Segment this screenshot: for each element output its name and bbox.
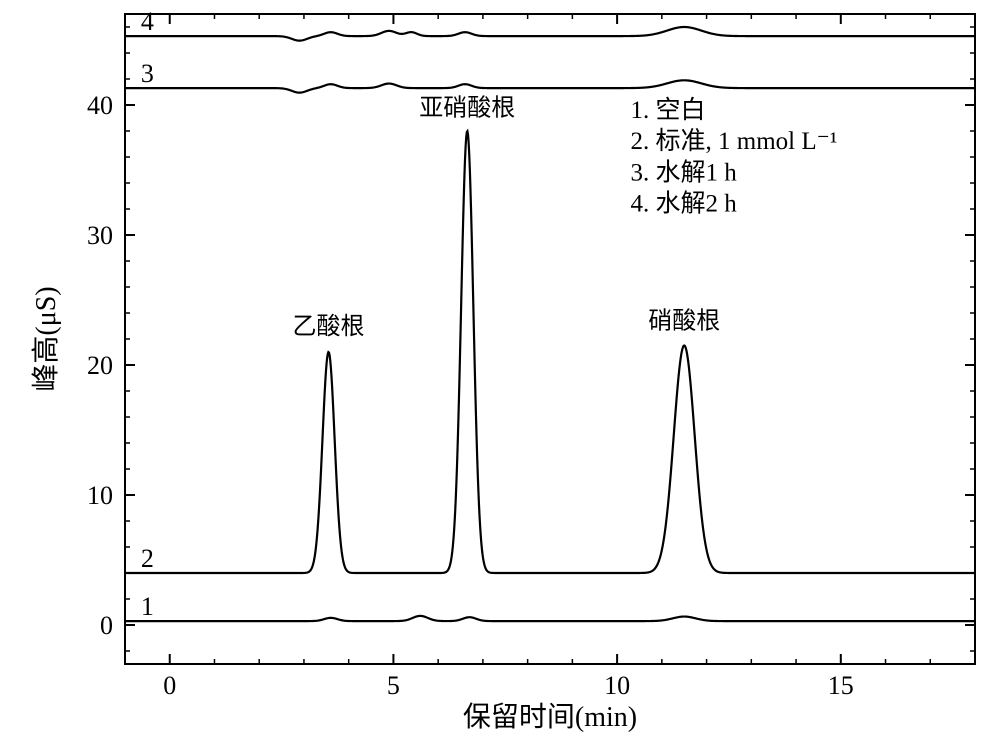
- x-tick-label: 10: [604, 671, 630, 700]
- peak-label: 乙酸根: [293, 313, 365, 340]
- legend-item: 1. 空白: [631, 96, 706, 124]
- legend-item: 3. 水解1 h: [631, 158, 738, 186]
- x-tick-label: 15: [828, 671, 854, 700]
- y-axis-label: 峰高(μS): [30, 286, 62, 391]
- y-tick-label: 20: [87, 351, 113, 380]
- y-tick-label: 30: [87, 221, 113, 250]
- chart-svg: 0 5 10 15 0 10 20 30 40 保留时间(min) 峰高(μS) 1 2 3 4 乙酸根 亚硝酸…: [0, 0, 1000, 739]
- peak-label: 亚硝酸根: [419, 94, 515, 121]
- y-tick-label: 0: [100, 611, 113, 640]
- trace-index-label: 2: [141, 544, 154, 573]
- x-tick-label: 5: [387, 671, 400, 700]
- y-tick-label: 10: [87, 481, 113, 510]
- peak-label: 硝酸根: [648, 308, 720, 335]
- trace-index-label: 1: [141, 592, 154, 621]
- legend-item: 4. 水解2 h: [631, 190, 738, 218]
- trace-index-label: 3: [141, 59, 154, 88]
- x-axis-label: 保留时间(min): [463, 701, 637, 733]
- x-tick-label: 0: [163, 671, 176, 700]
- y-tick-label: 40: [87, 91, 113, 120]
- legend-item: 2. 标准, 1 mmol L⁻¹: [631, 127, 838, 155]
- chromatogram-chart: 0 5 10 15 0 10 20 30 40 保留时间(min) 峰高(μS) 1 2 3 4 乙酸根 亚硝酸…: [0, 0, 1000, 739]
- trace-index-label: 4: [141, 7, 154, 36]
